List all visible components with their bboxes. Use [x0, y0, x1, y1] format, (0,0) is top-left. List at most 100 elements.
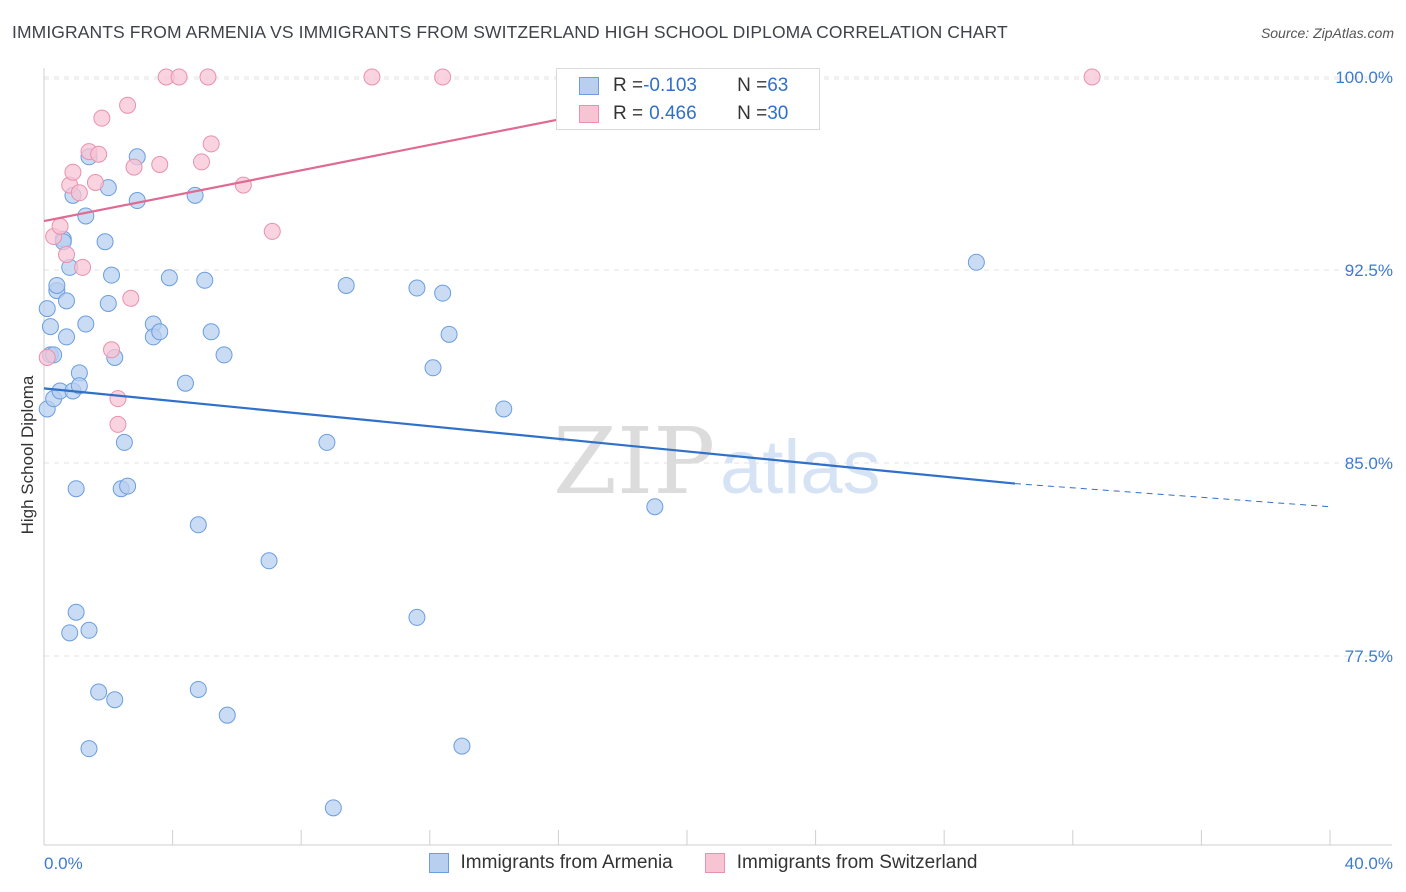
- switzerland-point: [103, 341, 121, 359]
- y-axis-title: High School Diploma: [18, 375, 37, 534]
- x-tick-label-min: 0.0%: [44, 854, 83, 873]
- stats-legend: R = -0.103 N = 63 R = 0.466 N = 30: [556, 68, 820, 130]
- legend-swatch-armenia: [428, 853, 449, 873]
- armenia-point: [67, 480, 85, 498]
- legend-n-label: N =: [737, 103, 768, 124]
- y-tick-label: 77.5%: [1345, 647, 1393, 666]
- switzerland-point: [38, 348, 56, 366]
- armenia-point: [77, 315, 95, 333]
- armenia-point: [80, 740, 98, 758]
- armenia-point: [202, 323, 220, 341]
- legend-swatch-armenia: [579, 77, 599, 95]
- armenia-point: [67, 603, 85, 621]
- armenia-point: [189, 516, 207, 534]
- legend-r-label: R =: [613, 103, 644, 124]
- y-tick-label: 92.5%: [1345, 261, 1393, 280]
- armenia-point: [77, 207, 95, 225]
- armenia-point: [58, 292, 76, 310]
- armenia-point: [96, 233, 114, 251]
- switzerland-point: [234, 176, 252, 194]
- armenia-point: [38, 300, 56, 318]
- armenia-point: [176, 374, 194, 392]
- axes: [43, 68, 1392, 846]
- legend-n-label: N =: [737, 75, 768, 96]
- armenia-point: [41, 318, 59, 336]
- armenia-point: [151, 323, 169, 341]
- armenia-point: [196, 271, 214, 289]
- x-tick-label-max: 40.0%: [1345, 854, 1393, 873]
- source-label: Source: ZipAtlas.com: [1260, 25, 1394, 41]
- watermark: ZIP atlas: [553, 408, 881, 515]
- legend-n-value: 30: [767, 103, 789, 124]
- legend-r-value: 0.466: [649, 103, 697, 124]
- armenia-point: [70, 377, 88, 395]
- armenia-point: [318, 433, 336, 451]
- switzerland-point: [170, 68, 188, 86]
- armenia-point: [103, 266, 121, 284]
- chart-title: IMMIGRANTS FROM ARMENIA VS IMMIGRANTS FR…: [12, 22, 1008, 42]
- armenia-point: [189, 680, 207, 698]
- switzerland-point: [193, 153, 211, 171]
- switzerland-point: [93, 109, 111, 127]
- armenia-point: [260, 552, 278, 570]
- legend-label-switzerland: Immigrants from Switzerland: [736, 852, 978, 873]
- armenia-point: [218, 706, 236, 724]
- switzerland-point: [58, 246, 76, 264]
- series-legend: Immigrants from Armenia Immigrants from …: [0, 852, 1406, 874]
- switzerland-point: [125, 158, 143, 176]
- series-switzerland-points: [38, 68, 1101, 433]
- armenia-point: [495, 400, 513, 418]
- armenia-trend-extension: [1014, 483, 1331, 508]
- armenia-point: [337, 276, 355, 294]
- legend-label-armenia: Immigrants from Armenia: [460, 852, 673, 873]
- switzerland-point: [1083, 68, 1101, 86]
- armenia-point: [967, 253, 985, 271]
- armenia-point: [99, 294, 117, 312]
- switzerland-point: [51, 217, 69, 235]
- armenia-point: [424, 359, 442, 377]
- y-tick-label: 100.0%: [1335, 68, 1393, 87]
- switzerland-point: [363, 68, 381, 86]
- armenia-point: [90, 683, 108, 701]
- switzerland-point: [151, 155, 169, 173]
- switzerland-point: [109, 390, 127, 408]
- legend-swatch-switzerland: [704, 853, 725, 873]
- switzerland-point: [86, 174, 104, 192]
- armenia-point: [646, 498, 664, 516]
- armenia-point: [48, 276, 66, 294]
- switzerland-point: [64, 163, 82, 181]
- armenia-point: [80, 621, 98, 639]
- legend-row-switzerland: R = 0.466 N = 30: [579, 100, 788, 128]
- armenia-point: [408, 608, 426, 626]
- switzerland-point: [122, 289, 140, 307]
- armenia-point: [106, 691, 124, 709]
- switzerland-point: [199, 68, 217, 86]
- switzerland-point: [263, 222, 281, 240]
- switzerland-point: [109, 415, 127, 433]
- y-tick-label: 85.0%: [1345, 454, 1393, 473]
- gridlines: [44, 76, 1392, 657]
- armenia-point: [215, 346, 233, 364]
- armenia-point: [58, 328, 76, 346]
- armenia-trend-line: [43, 387, 1016, 485]
- legend-item-switzerland[interactable]: Immigrants from Switzerland: [704, 852, 978, 874]
- armenia-point: [408, 279, 426, 297]
- switzerland-point: [119, 96, 137, 114]
- legend-row-armenia: R = -0.103 N = 63: [579, 72, 788, 100]
- switzerland-point: [434, 68, 452, 86]
- legend-r-label: R =: [613, 75, 644, 96]
- armenia-point: [160, 269, 178, 287]
- x-ticks: [43, 830, 1331, 845]
- legend-n-value: 63: [767, 75, 789, 96]
- legend-swatch-switzerland: [579, 105, 599, 123]
- watermark-zip: ZIP: [553, 408, 715, 515]
- armenia-point: [434, 284, 452, 302]
- armenia-point: [61, 624, 79, 642]
- switzerland-point: [90, 145, 108, 163]
- legend-r-value: -0.103: [643, 75, 697, 96]
- armenia-point: [440, 325, 458, 343]
- switzerland-point: [74, 258, 92, 276]
- armenia-point: [115, 433, 133, 451]
- legend-item-armenia[interactable]: Immigrants from Armenia: [428, 852, 673, 874]
